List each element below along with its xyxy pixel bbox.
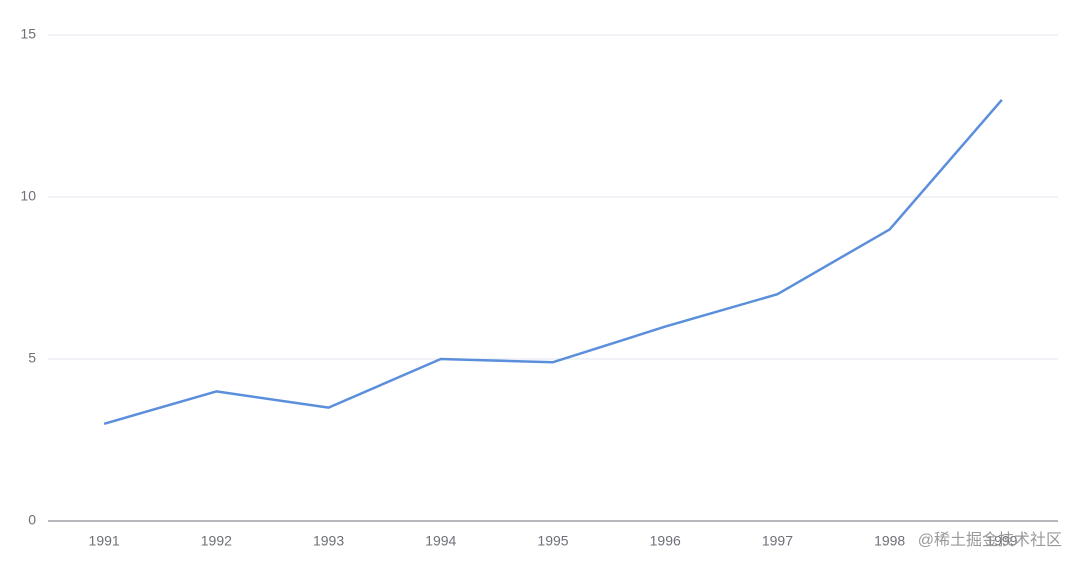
x-tick-label: 1995 xyxy=(537,533,568,549)
y-tick-label: 10 xyxy=(20,188,36,204)
x-tick-label: 1994 xyxy=(425,533,456,549)
x-tick-label: 1996 xyxy=(650,533,681,549)
y-tick-label: 15 xyxy=(20,26,36,42)
data-line xyxy=(103,98,1003,426)
y-tick-label: 0 xyxy=(28,512,36,528)
x-tick-label: 1992 xyxy=(201,533,232,549)
x-tick-label: 1998 xyxy=(874,533,905,549)
y-tick-label: 5 xyxy=(28,350,36,366)
x-tick-label: 1999 xyxy=(986,533,1017,549)
x-tick-label: 1993 xyxy=(313,533,344,549)
x-tick-label: 1997 xyxy=(762,533,793,549)
x-tick-label: 1991 xyxy=(89,533,120,549)
watermark: @稀土掘金技术社区 xyxy=(918,531,1062,549)
